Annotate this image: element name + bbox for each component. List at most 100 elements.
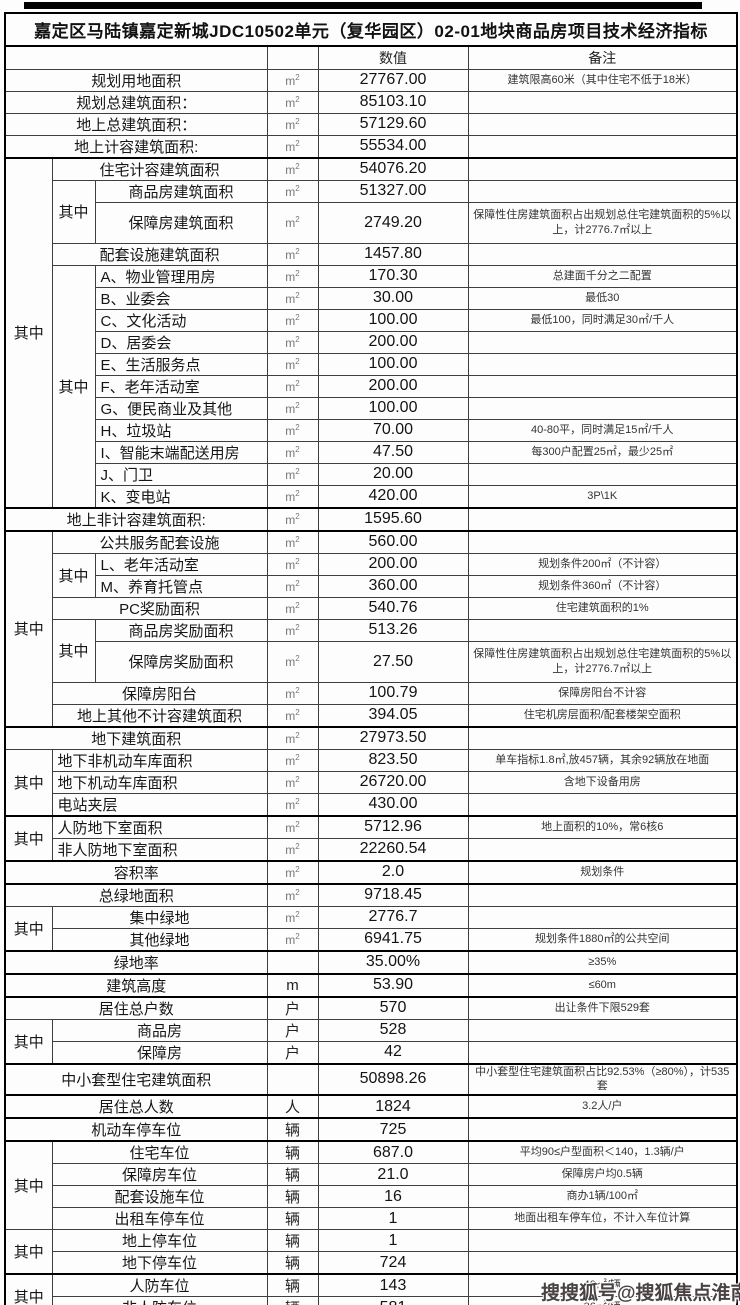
unit-cell: m2 <box>266 201 319 244</box>
remark-cell: 保障性住房建筑面积占出规划总住宅建筑面积的5%以上，计2776.7㎡以上 <box>467 640 739 683</box>
row-name-cell: L、老年活动室 <box>94 552 268 576</box>
row-name-cell: 保障房奖励面积 <box>94 640 268 683</box>
table-row: H、垃圾站 m2 70.00 40-80平，同时满足15㎡/千人 <box>5 418 739 442</box>
remark-cell <box>467 506 739 531</box>
row-name-cell: 商品房建筑面积 <box>94 179 268 203</box>
row-name-cell: J、门卫 <box>94 462 268 486</box>
row-name-cell: 地上其他不计容建筑面积 <box>51 703 268 727</box>
unit-cell: m2 <box>266 90 319 114</box>
row-name-cell: 规划用地面积 <box>4 68 268 92</box>
unit-cell: 户 <box>266 995 319 1020</box>
row-name-cell: 地上总建筑面积： <box>4 112 268 136</box>
value-cell: 57129.60 <box>317 112 469 136</box>
remark-cell: 平均90≤户型面积＜140，1.3辆/户 <box>467 1140 739 1165</box>
row-name-cell: 集中绿地 <box>51 905 268 929</box>
table-row: 其中 住宅计容建筑面积 m2 54076.20 <box>4 156 739 508</box>
unit-cell: 辆 <box>266 1207 319 1231</box>
unit-cell: 辆 <box>266 1273 319 1298</box>
unit-cell: m2 <box>266 529 319 554</box>
remark-cell <box>467 792 739 816</box>
remark-cell <box>467 882 739 907</box>
table-row: 其他绿地 m2 6941.75 规划条件1880㎡的公共空间 <box>5 927 739 951</box>
row-name-cell: 机动车停车位 <box>4 1117 268 1142</box>
unit-cell: m2 <box>266 286 319 310</box>
value-cell: 540.76 <box>317 596 469 620</box>
table-row: C、文化活动 m2 100.00 最低100，同时满足30㎡/千人 <box>5 308 739 332</box>
remark-cell <box>467 352 739 376</box>
remark-cell <box>467 837 739 861</box>
row-name-cell: 人防车位 <box>51 1273 268 1298</box>
row-name-cell: G、便民商业及其他 <box>94 396 268 420</box>
remark-cell: 36㎡/辆 <box>467 1296 739 1305</box>
value-cell: 35.00% <box>317 949 469 974</box>
value-cell: 16 <box>317 1185 469 1209</box>
unit-cell: m2 <box>266 264 319 288</box>
row-name-cell: I、智能末端配送用房 <box>94 440 268 464</box>
table-row: 保障房阳台 m2 100.79 保障房阳台不计容 <box>5 681 739 705</box>
unit-cell: m2 <box>266 440 319 464</box>
unit-cell <box>266 1062 319 1096</box>
row-name-cell: H、垃圾站 <box>94 418 268 442</box>
value-cell: 27973.50 <box>317 725 469 750</box>
remark-cell: 每300户配置25㎡，最少25㎡ <box>467 440 739 464</box>
row-name-cell: PC奖励面积 <box>51 596 268 620</box>
table-row: 地上计容建筑面积: m2 55534.00 <box>4 134 739 158</box>
value-cell: 200.00 <box>317 330 469 354</box>
value-cell: 724 <box>317 1251 469 1275</box>
group-cell: 其中 <box>4 1018 53 1064</box>
page-title: 嘉定区马陆镇嘉定新城JDC10502单元（复华园区）02-01地块商品房项目技术… <box>3 12 739 47</box>
value-cell: 20.00 <box>317 462 469 486</box>
unit-cell: m2 <box>266 837 319 861</box>
remark-cell <box>467 462 739 486</box>
unit-cell: 辆 <box>266 1185 319 1209</box>
row-name-cell: 地上停车位 <box>51 1229 268 1253</box>
remark-cell <box>467 90 739 114</box>
row-name-cell: 出租车停车位 <box>51 1207 268 1231</box>
row-name-cell: 中小套型住宅建筑面积 <box>4 1062 268 1096</box>
row-name-cell: 非人防地下室面积 <box>51 837 268 861</box>
remark-cell: 出让条件下限529套 <box>467 995 739 1020</box>
value-cell: 2.0 <box>317 859 469 884</box>
row-name-cell: 商品房奖励面积 <box>94 618 268 642</box>
unit-cell: m2 <box>266 156 319 181</box>
header-value-label: 数值 <box>317 45 469 70</box>
remark-cell <box>467 179 739 203</box>
value-cell: 170.30 <box>317 264 469 288</box>
value-cell: 100.00 <box>317 352 469 376</box>
remark-cell <box>467 1018 739 1042</box>
unit-cell: m2 <box>266 681 319 705</box>
table-row: M、养育托管点 m2 360.00 规划条件360㎡（不计容） <box>5 574 739 598</box>
table-row: 其中 集中绿地 m2 2776.7 <box>4 905 739 951</box>
row-name-cell: 地下非机动车库面积 <box>51 748 268 772</box>
table-row: 中小套型住宅建筑面积 50898.26 中小套型住宅建筑面积占比92.53%（≥80… <box>4 1062 739 1096</box>
row-name-cell: 配套设施车位 <box>51 1185 268 1209</box>
remark-cell: 40-80平，同时满足15㎡/千人 <box>467 418 739 442</box>
value-cell: 687.0 <box>317 1140 469 1165</box>
unit-cell: m2 <box>266 308 319 332</box>
unit-cell: m2 <box>266 396 319 420</box>
unit-cell: m2 <box>266 596 319 620</box>
group-cell: 其中 <box>4 1273 53 1305</box>
value-cell: 581 <box>317 1296 469 1305</box>
unit-cell: m2 <box>266 506 319 531</box>
value-cell: 27.50 <box>317 640 469 683</box>
table-row: 保障房奖励面积 m2 27.50 保障性住房建筑面积占出规划总住宅建筑面积的5%以上，… <box>5 640 739 683</box>
unit-cell: m2 <box>266 748 319 772</box>
value-cell: 1 <box>317 1207 469 1231</box>
table-row: 容积率 m2 2.0 规划条件 <box>4 859 739 884</box>
remark-cell <box>467 242 739 266</box>
remark-cell <box>467 156 739 181</box>
value-cell: 200.00 <box>317 552 469 576</box>
group-cell: 其中 <box>4 748 53 816</box>
row-name-cell: 地下机动车库面积 <box>51 770 268 794</box>
table-row: I、智能末端配送用房 m2 47.50 每300户配置25㎡，最少25㎡ <box>5 440 739 464</box>
table-row: G、便民商业及其他 m2 100.00 <box>5 396 739 420</box>
value-cell: 26720.00 <box>317 770 469 794</box>
value-cell: 2776.7 <box>317 905 469 929</box>
table-row: 其中 A、物业管理用房 m2 170.30 总建面千分之二配置 <box>5 264 739 508</box>
value-cell: 30.00 <box>317 286 469 310</box>
table-row: 非人防车位辆58136㎡/辆 <box>5 1296 739 1305</box>
value-cell: 100.00 <box>317 308 469 332</box>
table-row: 其中 商品房奖励面积 m2 513.26 <box>5 618 739 683</box>
group-cell: 其中 <box>4 814 53 861</box>
